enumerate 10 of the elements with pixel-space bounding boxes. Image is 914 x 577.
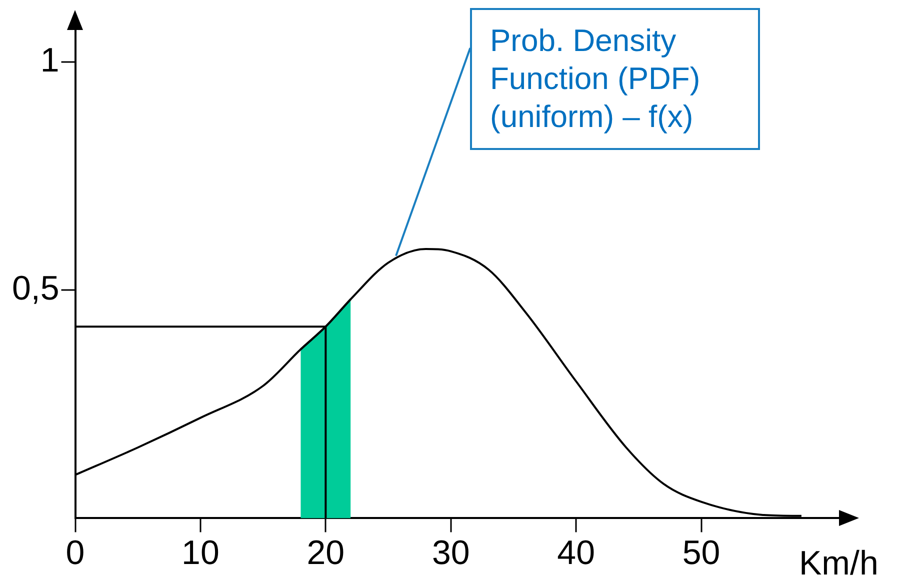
x-tick-label: 10	[182, 534, 220, 572]
x-tick-label: 30	[432, 534, 470, 572]
y-tick-label: 0,5	[12, 269, 60, 308]
x-tick-label: 20	[306, 534, 345, 572]
y-tick-label: 1	[40, 41, 60, 80]
x-axis-title: Km/h	[799, 544, 878, 577]
x-tick-label: 40	[557, 534, 595, 572]
x-tick-label: 0	[66, 534, 85, 572]
annotation: Prob. Density Function (PDF) (uniform) – f(x)	[470, 8, 760, 150]
x-tick-label: 50	[682, 534, 720, 572]
